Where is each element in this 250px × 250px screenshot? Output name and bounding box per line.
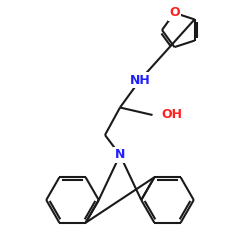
Text: O: O	[169, 6, 180, 20]
Text: OH: OH	[161, 108, 182, 122]
Text: NH: NH	[130, 74, 150, 86]
Text: N: N	[115, 148, 125, 162]
